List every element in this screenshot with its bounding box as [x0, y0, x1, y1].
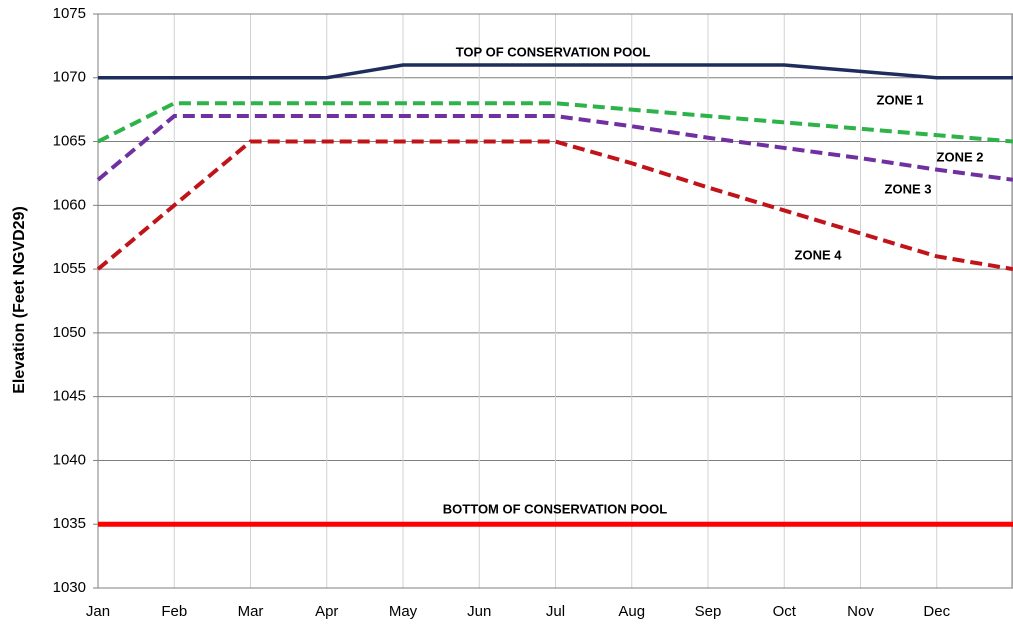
y-tick-label: 1040	[53, 451, 86, 468]
y-tick-label: 1060	[53, 196, 86, 213]
plot-frame	[97, 13, 1013, 589]
series-line	[96, 139, 1013, 272]
series-line	[98, 63, 1013, 80]
x-tick-label: Sep	[695, 603, 722, 620]
annotation: ZONE 3	[885, 181, 932, 196]
annotation: ZONE 4	[795, 247, 843, 262]
x-tick-label: Jan	[86, 603, 110, 620]
y-tick-label: 1055	[53, 260, 86, 277]
y-tick-label: 1035	[53, 515, 86, 532]
x-tick-label: Nov	[847, 603, 874, 620]
y-tick-label: 1075	[53, 5, 86, 22]
y-tick-label: 1030	[53, 579, 86, 596]
x-tick-label: Feb	[161, 603, 187, 620]
y-tick-label: 1070	[53, 69, 86, 86]
y-tick-label: 1065	[53, 133, 86, 150]
series-label: TOP OF CONSERVATION POOL	[456, 44, 651, 59]
x-tick-label: May	[389, 603, 418, 620]
y-tick-label: 1045	[53, 388, 86, 405]
x-tick-label: Dec	[923, 603, 950, 620]
y-axis-label: Elevation (Feet NGVD29)	[11, 206, 28, 394]
x-tick-label: Oct	[773, 603, 797, 620]
x-tick-label: Jul	[546, 603, 565, 620]
y-tick-label: 1050	[53, 324, 86, 341]
x-tick-label: Apr	[315, 603, 338, 620]
x-tick-label: Jun	[467, 603, 491, 620]
x-tick-label: Aug	[618, 603, 645, 620]
series-label: BOTTOM OF CONSERVATION POOL	[443, 501, 667, 516]
annotation: ZONE 1	[877, 92, 924, 107]
annotation: ZONE 2	[937, 149, 984, 164]
x-tick-label: Mar	[238, 603, 264, 620]
